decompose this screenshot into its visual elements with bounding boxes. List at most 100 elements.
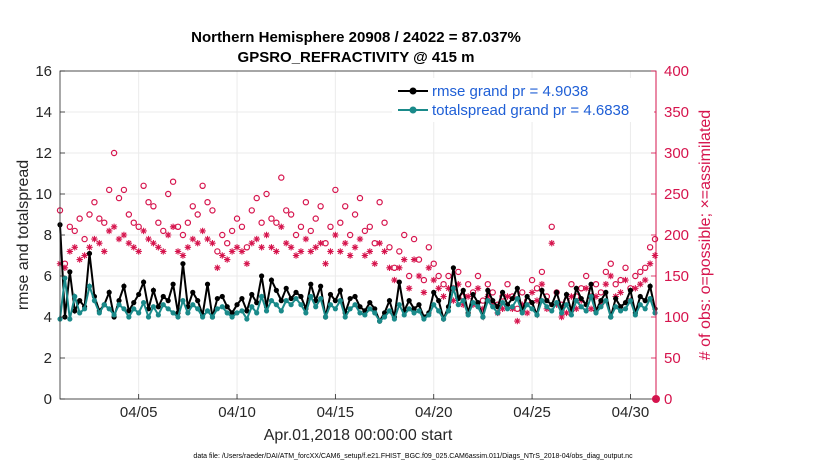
totalspread-point [558,310,565,316]
totalspread-point [91,298,98,304]
obs-assimilated-point [125,240,133,247]
obs-possible-point [410,235,418,243]
obs-possible-point [484,281,492,288]
obs-possible-point [346,231,354,239]
obs-possible-point [238,223,246,230]
obs-assimilated-point [381,248,388,255]
obs-possible-point [248,207,255,214]
footer-datafile: data file: /Users/raeder/DAI/ATM_forcXX/… [193,453,633,460]
rmse-point [298,293,304,300]
right-tick-label: 0 [664,391,672,408]
obs-assimilated-point [179,252,187,259]
totalspread-point [155,312,161,318]
obs-possible-point [376,198,383,206]
totalspread-point [475,304,481,310]
obs-assimilated-point [120,231,128,239]
obs-possible-point [223,239,231,247]
legend-totalspread-marker [409,106,417,114]
obs-assimilated-point [253,235,260,243]
obs-possible-point [327,223,334,230]
totalspread-point [617,308,624,314]
rmse-point [145,306,152,312]
rmse-point [67,269,73,275]
obs-assimilated-point [243,260,251,267]
totalspread-point [195,306,201,312]
obs-possible-point [489,289,496,296]
obs-assimilated-point [81,252,88,259]
obs-possible-point [115,194,123,202]
obs-possible-point [273,219,280,226]
totalspread-point [372,310,378,316]
totalspread-point [362,312,368,318]
obs-assimilated-point [445,285,452,292]
obs-assimilated-point [425,264,433,271]
totalspread-point [588,293,594,300]
obs-possible-point [440,281,447,288]
totalspread-point [504,306,511,312]
totalspread-point [440,316,447,322]
obs-possible-point [651,235,659,243]
obs-assimilated-point [528,289,536,296]
obs-assimilated-point [86,244,93,251]
obs-possible-point [405,272,413,280]
obs-possible-point [420,276,428,284]
rmse-point [155,304,161,310]
obs-assimilated-point [209,240,216,247]
totalspread-point [622,306,629,312]
totalspread-point [352,302,358,308]
rmse-point [180,261,186,267]
obs-assimilated-point [115,235,123,243]
rmse-point [563,291,570,298]
totalspread-point [401,312,407,318]
obs-assimilated-point [538,281,546,288]
obs-possible-point [337,219,344,226]
obs-possible-point [637,268,644,276]
obs-assimilated-point [361,252,369,259]
obs-assimilated-point [617,289,624,296]
obs-assimilated-point [637,281,644,288]
totalspread-point [67,316,73,322]
obs-possible-point [430,260,437,267]
chart-subtitle: GPSRO_REFRACTIVITY @ 415 m [238,49,475,66]
x-tick-label: 04/20 [415,404,453,421]
totalspread-point [263,308,270,314]
totalspread-point [170,310,176,316]
obs-assimilated-point [322,260,329,267]
totalspread-point [293,295,299,302]
obs-possible-point [464,281,472,288]
totalspread-point [396,302,402,308]
obs-assimilated-point [155,244,162,251]
obs-possible-point [91,198,98,206]
totalspread-point [204,308,211,314]
legend-rmse-marker [409,87,417,95]
obs-possible-point [548,223,555,230]
obs-possible-point [214,248,221,255]
obs-possible-point [96,215,103,222]
obs-possible-point [381,219,388,226]
rmse-point [352,293,358,300]
obs-assimilated-point [592,293,600,300]
obs-possible-point [307,227,314,235]
totalspread-point [426,312,432,318]
rmse-point [411,306,417,312]
totalspread-point [499,300,506,306]
totalspread-point [72,293,78,300]
obs-possible-point [356,194,364,202]
totalspread-point [165,306,171,312]
totalspread-point [96,310,102,316]
left-tick-label: 12 [35,145,52,162]
legend-box [392,78,654,122]
totalspread-point [219,304,225,310]
obs-assimilated-point [194,240,201,247]
totalspread-point [308,293,314,300]
totalspread-point [613,304,619,310]
series-lines [57,222,658,324]
obs-possible-point [342,203,349,210]
obs-assimilated-point [278,223,285,230]
rmse-point [539,287,545,293]
obs-assimilated-point [71,244,78,251]
rmse-point [332,298,338,304]
obs-assimilated-point [66,248,74,255]
obs-possible-point [425,244,433,251]
obs-assimilated-point [563,309,570,317]
